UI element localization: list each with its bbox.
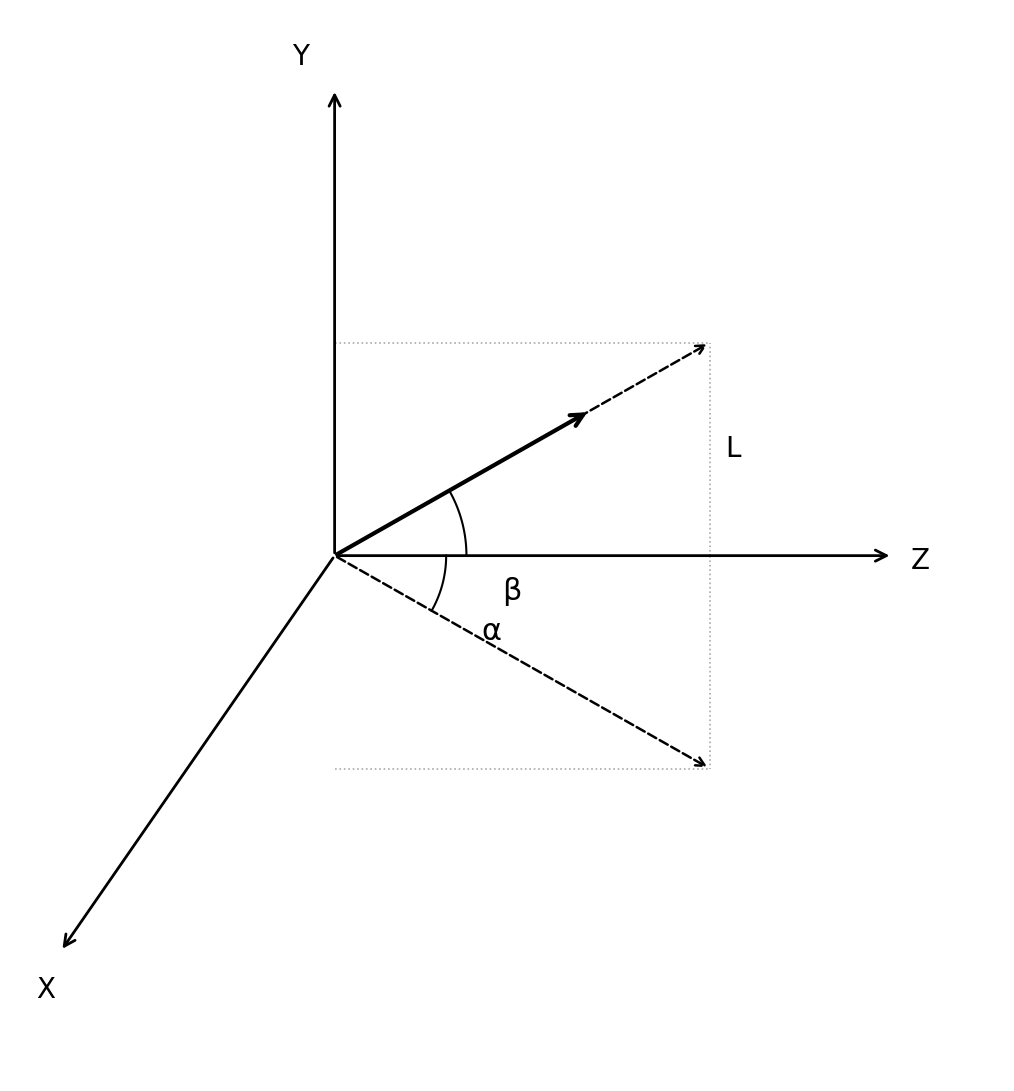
Text: X: X — [37, 976, 55, 1005]
Text: Y: Y — [292, 43, 309, 71]
Text: β: β — [502, 577, 521, 606]
Text: α: α — [482, 618, 502, 646]
Text: L: L — [725, 435, 740, 464]
Text: Z: Z — [911, 547, 930, 575]
